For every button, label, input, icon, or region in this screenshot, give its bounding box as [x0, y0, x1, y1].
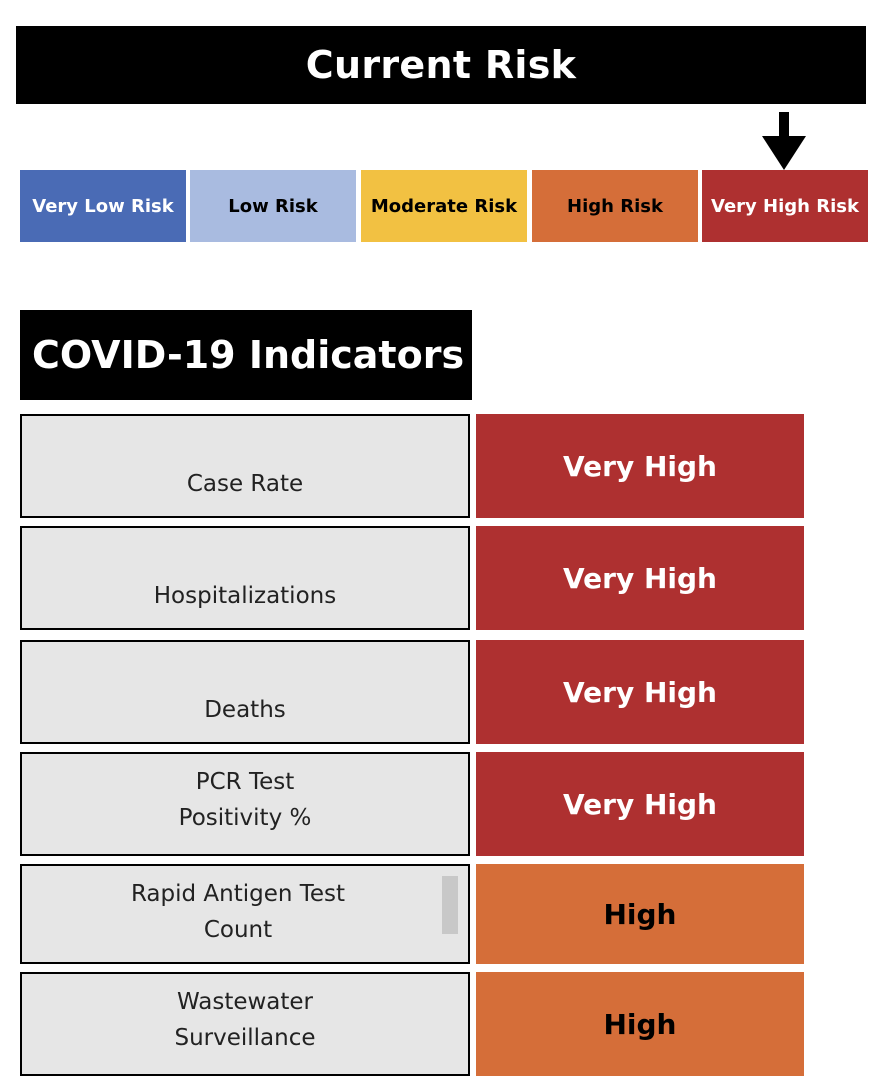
- indicator-label-case-rate: Case Rate: [20, 414, 470, 518]
- indicator-value-deaths: Very High: [476, 640, 804, 744]
- indicator-name: Wastewater Surveillance: [174, 989, 316, 1051]
- risk-level-very-low: Very Low Risk: [20, 170, 186, 242]
- indicator-label-rapid-antigen: Rapid Antigen Test Count: [20, 864, 470, 964]
- indicator-value-case-rate: Very High: [476, 414, 804, 518]
- indicators-title: COVID-19 Indicators: [20, 310, 472, 400]
- risk-level-moderate: Moderate Risk: [361, 170, 527, 242]
- indicator-value-wastewater: High: [476, 972, 804, 1076]
- indicator-name: Deaths: [204, 697, 286, 723]
- indicator-name: Hospitalizations: [153, 583, 337, 609]
- risk-level-high: High Risk: [532, 170, 698, 242]
- label-scrollbar-thumb[interactable]: [442, 876, 458, 934]
- current-risk-title: Current Risk: [16, 26, 866, 104]
- indicator-name: PCR Test Positivity %: [178, 769, 312, 831]
- risk-level-low: Low Risk: [190, 170, 356, 242]
- indicator-label-deaths: Deaths: [20, 640, 470, 744]
- indicator-name: Rapid Antigen Test Count: [130, 881, 346, 943]
- indicator-label-pcr-positivity: PCR Test Positivity %: [20, 752, 470, 856]
- current-level-arrow-icon: [762, 112, 806, 170]
- indicator-value-rapid-antigen: High: [476, 864, 804, 964]
- indicator-label-wastewater: Wastewater Surveillance: [20, 972, 470, 1076]
- indicator-value-pcr-positivity: Very High: [476, 752, 804, 856]
- indicator-name: Case Rate: [186, 471, 304, 497]
- risk-level-very-high: Very High Risk: [702, 170, 868, 242]
- indicator-label-hospitalizations: Hospitalizations: [20, 526, 470, 630]
- indicator-value-hospitalizations: Very High: [476, 526, 804, 630]
